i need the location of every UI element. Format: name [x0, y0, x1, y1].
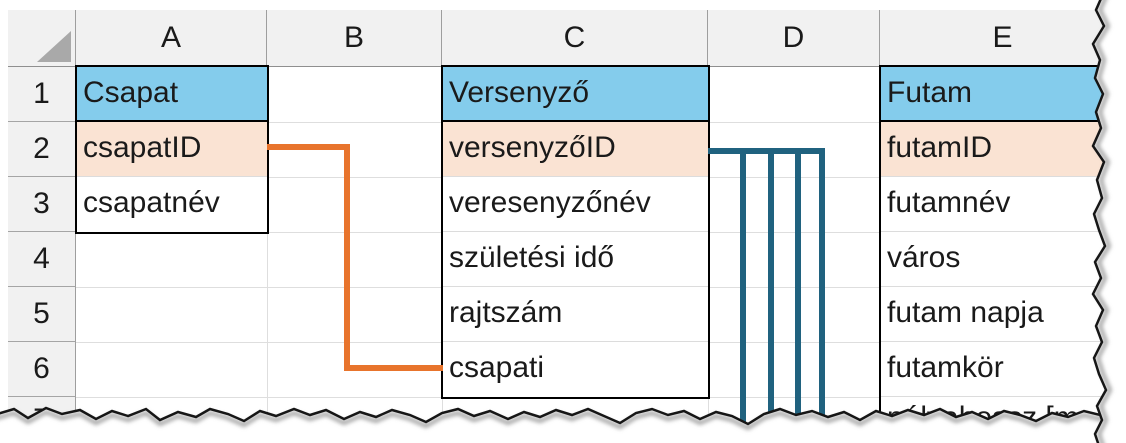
cell-versenyzo-title[interactable]: Versenyző [443, 67, 708, 122]
column-header-e[interactable]: E [880, 10, 1126, 67]
column-header-label: C [563, 21, 586, 54]
column-header-c[interactable]: C [442, 10, 708, 67]
row-header-label: 5 [33, 297, 50, 330]
row-header-label: 6 [33, 352, 50, 385]
cell-futam-napja[interactable]: futam napja [881, 287, 1124, 342]
row-header-5[interactable]: 5 [8, 287, 76, 342]
cell-csapati[interactable]: csapati [449, 351, 545, 384]
table-futam: Futam futamID futamnév város futam napja… [879, 65, 1126, 443]
row-header-1[interactable]: 1 [8, 67, 76, 122]
column-header-label: D [782, 21, 805, 54]
cell-szuletesi-ido[interactable]: születési idő [443, 232, 708, 287]
connector-orange-segment-top[interactable] [267, 144, 350, 150]
row-header-label: 1 [33, 77, 50, 110]
cell-palyahossz[interactable]: pályahossz [m [887, 401, 1079, 434]
row-header-label: 3 [33, 187, 50, 220]
cell-rajtszam[interactable]: rajtszám [443, 287, 708, 342]
gridline [267, 67, 268, 443]
cell-csapatid[interactable]: csapatID [77, 122, 267, 177]
cell-futamnev[interactable]: futamnév [881, 177, 1124, 232]
table-versenyzo: Versenyző versenyzőID veresenyzőnév szül… [441, 65, 710, 399]
row-header-label: 7 [33, 402, 50, 436]
column-header-label: B [343, 21, 364, 54]
column-header-label: E [992, 21, 1013, 54]
cell-futam-title[interactable]: Futam [881, 67, 1124, 122]
select-all-corner[interactable] [8, 10, 76, 67]
row-header-4[interactable]: 4 [8, 232, 76, 287]
connector-teal-branch-1[interactable] [740, 148, 746, 433]
select-all-triangle-icon [37, 31, 71, 62]
column-header-d[interactable]: D [708, 10, 880, 67]
connector-teal-branch-2[interactable] [768, 148, 774, 435]
connector-teal-horizontal[interactable] [708, 148, 825, 154]
cell-futamkor[interactable]: futamkör [881, 342, 1124, 397]
connector-teal-branch-4[interactable] [819, 148, 825, 436]
connector-teal-branch-3[interactable] [795, 148, 801, 438]
cell-veresenyzonev[interactable]: veresenyzőnév [443, 177, 708, 232]
row-header-label: 4 [33, 242, 50, 275]
column-header-a[interactable]: A [76, 10, 267, 67]
column-header-label: A [160, 21, 181, 54]
cell-varos[interactable]: város [881, 232, 1124, 287]
cell-csapatnev[interactable]: csapatnév [83, 186, 220, 219]
row-header-label: 2 [33, 132, 50, 165]
table-csapat: Csapat csapatID csapatnév [75, 65, 269, 234]
row-header-3[interactable]: 3 [8, 177, 76, 232]
row-header-7[interactable]: 7 [8, 397, 76, 443]
cell-futamid[interactable]: futamID [881, 122, 1124, 177]
cell-csapat-title[interactable]: Csapat [77, 67, 267, 122]
cell-versenyzoid[interactable]: versenyzőID [443, 122, 708, 177]
connector-orange-segment-bottom[interactable] [344, 365, 443, 371]
column-header-b[interactable]: B [267, 10, 442, 67]
connector-orange-segment-vertical[interactable] [344, 144, 350, 371]
row-header-6[interactable]: 6 [8, 342, 76, 397]
row-header-2[interactable]: 2 [8, 122, 76, 177]
